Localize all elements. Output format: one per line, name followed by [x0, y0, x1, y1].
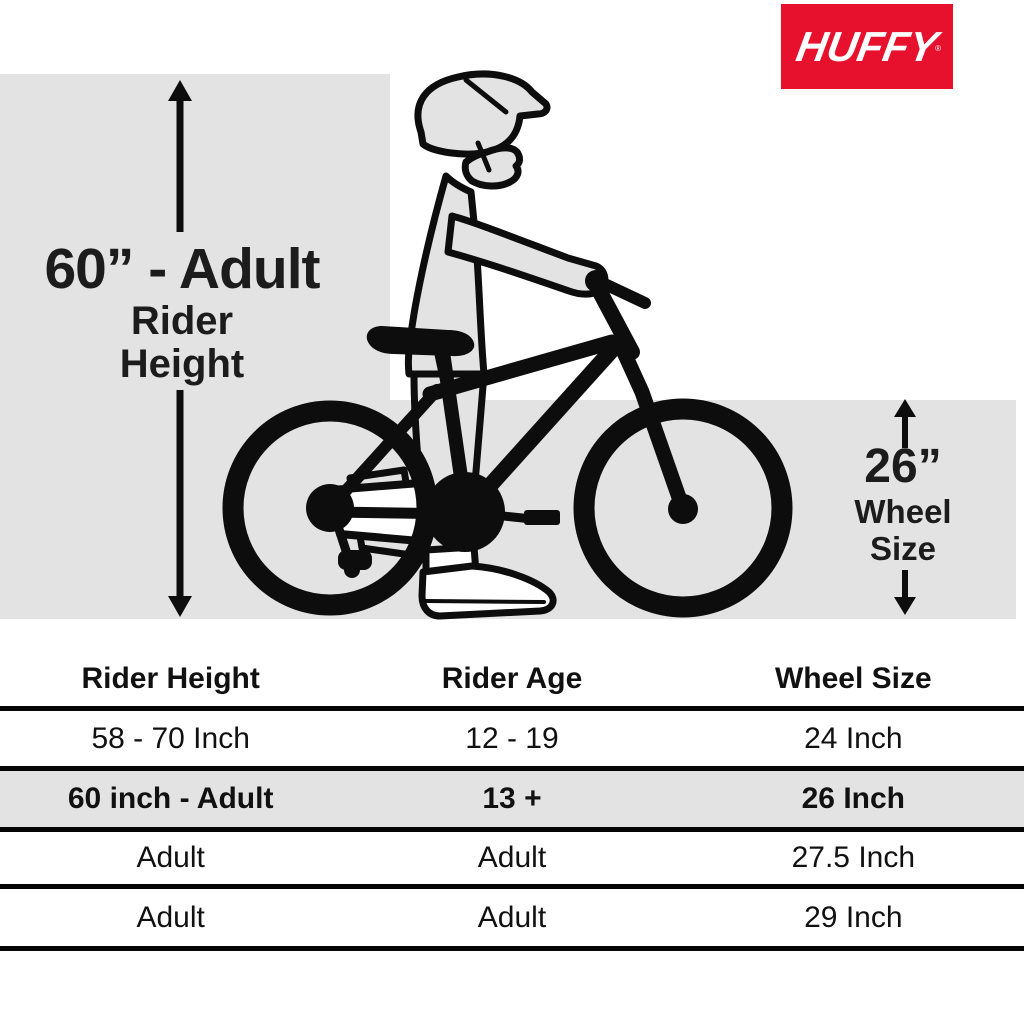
rider-height-word2: Height: [119, 342, 245, 386]
rider-helmet-vent-line: [463, 77, 509, 115]
rider-face: [461, 144, 523, 190]
table-divider: [0, 884, 1024, 889]
rider-chin-strap: [475, 140, 492, 173]
rider-height-value: 60” - Adult: [44, 237, 320, 301]
wheel-size-word2: Size: [869, 530, 937, 567]
header-rider-age: Rider Age: [441, 662, 583, 695]
size-table: Rider Height Rider Age Wheel Size 58 - 7…: [0, 652, 1024, 951]
rider-helmet: [414, 70, 551, 158]
cell-wheel-size: 29 Inch: [804, 900, 903, 934]
huffy-logo-text: HUFFY: [792, 22, 942, 70]
cell-rider-height: Adult: [136, 900, 205, 934]
table-row: Adult Adult 29 Inch: [0, 889, 1024, 946]
wheel-size-value: 26”: [864, 440, 942, 493]
cell-wheel-size: 27.5 Inch: [791, 841, 916, 874]
table-divider: [0, 766, 1024, 771]
table-divider: [0, 827, 1024, 832]
bike-seat-post: [434, 346, 455, 400]
table-header-row: Rider Height Rider Age Wheel Size: [0, 652, 1024, 706]
cell-rider-height: 58 - 70 Inch: [91, 721, 250, 755]
header-wheel-size: Wheel Size: [774, 662, 932, 695]
rider-arm: [444, 212, 609, 298]
cell-wheel-size: 26 Inch: [801, 782, 905, 815]
huffy-logo: HUFFY ®: [781, 4, 953, 89]
bike-handlebar: [586, 272, 651, 309]
cell-rider-age: 13 +: [482, 782, 542, 815]
table-row-highlighted: 60 inch - Adult 13 + 26 Inch: [0, 771, 1024, 827]
table-divider: [0, 946, 1024, 951]
rider-torso: [404, 172, 488, 378]
bike-head-tube: [592, 284, 640, 360]
cell-rider-age: 12 - 19: [465, 721, 559, 755]
rider-height-word1: Rider: [130, 299, 234, 343]
wheel-size-label: 26” Wheel Size: [818, 440, 988, 568]
cell-wheel-size: 24 Inch: [804, 721, 903, 755]
table-row: 58 - 70 Inch 12 - 19 24 Inch: [0, 711, 1024, 766]
cell-rider-height: 60 inch - Adult: [67, 782, 274, 815]
registered-trademark-icon: ®: [935, 44, 941, 53]
cell-rider-age: Adult: [477, 900, 547, 934]
rider-height-label: 60” - Adult Rider Height: [0, 238, 364, 386]
cell-rider-age: Adult: [477, 841, 547, 874]
cell-rider-height: Adult: [136, 841, 205, 874]
table-row: Adult Adult 27.5 Inch: [0, 832, 1024, 884]
wheel-size-word1: Wheel: [854, 493, 952, 530]
bike-stem: [591, 278, 617, 315]
bike-top-tube: [422, 334, 620, 402]
bike-handlebar-grip: [585, 270, 607, 292]
header-rider-height: Rider Height: [81, 662, 260, 695]
table-divider: [0, 706, 1024, 711]
